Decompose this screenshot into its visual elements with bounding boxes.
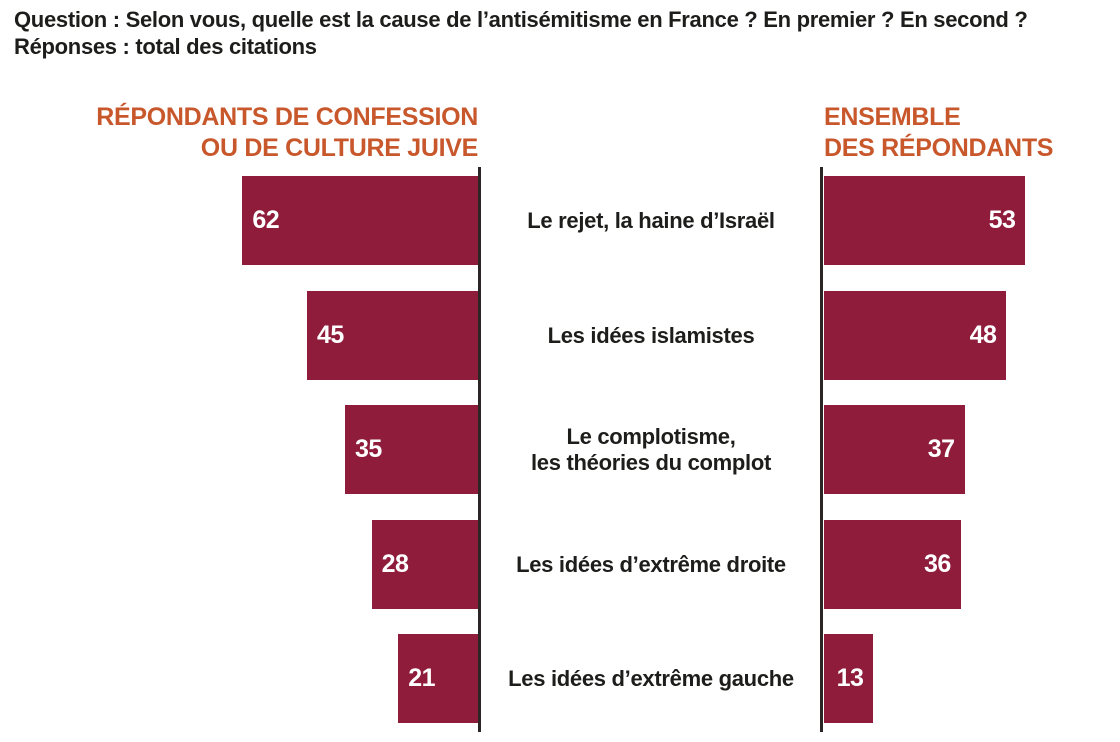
bar-right: 53 bbox=[824, 176, 1026, 265]
page-title: Question : Selon vous, quelle est la cau… bbox=[14, 7, 1028, 60]
bar-left: 62 bbox=[242, 176, 478, 265]
right-column-header: ENSEMBLE DES RÉPONDANTS bbox=[824, 103, 1054, 162]
category-label: Le rejet, la haine d’Israël bbox=[527, 207, 775, 233]
chart-row: 62 Le rejet, la haine d’Israël 53 bbox=[0, 176, 1120, 265]
right-axis-line bbox=[820, 167, 823, 732]
chart-row: 28 Les idées d’extrême droite 36 bbox=[0, 520, 1120, 609]
bar-right: 36 bbox=[824, 520, 961, 609]
bar-value: 28 bbox=[381, 550, 409, 578]
bar-left: 45 bbox=[307, 291, 478, 380]
bar-right: 13 bbox=[824, 634, 874, 723]
bar-value: 48 bbox=[969, 321, 997, 349]
chart-row: 45 Les idées islamistes 48 bbox=[0, 291, 1120, 380]
bar-value: 36 bbox=[923, 550, 951, 578]
bar-left: 21 bbox=[398, 634, 478, 723]
bar-left: 28 bbox=[371, 520, 478, 609]
bar-value: 21 bbox=[408, 664, 436, 692]
category-label: Les idées d’extrême droite bbox=[516, 551, 786, 577]
bar-value: 53 bbox=[988, 206, 1016, 234]
bar-value: 62 bbox=[252, 206, 280, 234]
category-label: Le complotisme, les théories du complot bbox=[530, 424, 772, 475]
bar-right: 37 bbox=[824, 405, 965, 494]
bar-value: 37 bbox=[927, 435, 955, 463]
bar-right: 48 bbox=[824, 291, 1007, 380]
left-axis-line bbox=[478, 167, 481, 732]
category-label: Les idées islamistes bbox=[547, 322, 755, 348]
chart-row: 35 Le complotisme, les théories du compl… bbox=[0, 405, 1120, 494]
chart-row: 21 Les idées d’extrême gauche 13 bbox=[0, 634, 1120, 723]
category-label: Les idées d’extrême gauche bbox=[508, 665, 794, 691]
bar-value: 35 bbox=[355, 435, 382, 463]
bar-left: 35 bbox=[345, 405, 478, 494]
bar-value: 13 bbox=[836, 664, 864, 692]
left-column-header: RÉPONDANTS DE CONFESSION OU DE CULTURE J… bbox=[96, 103, 478, 162]
bar-value: 45 bbox=[317, 321, 344, 349]
